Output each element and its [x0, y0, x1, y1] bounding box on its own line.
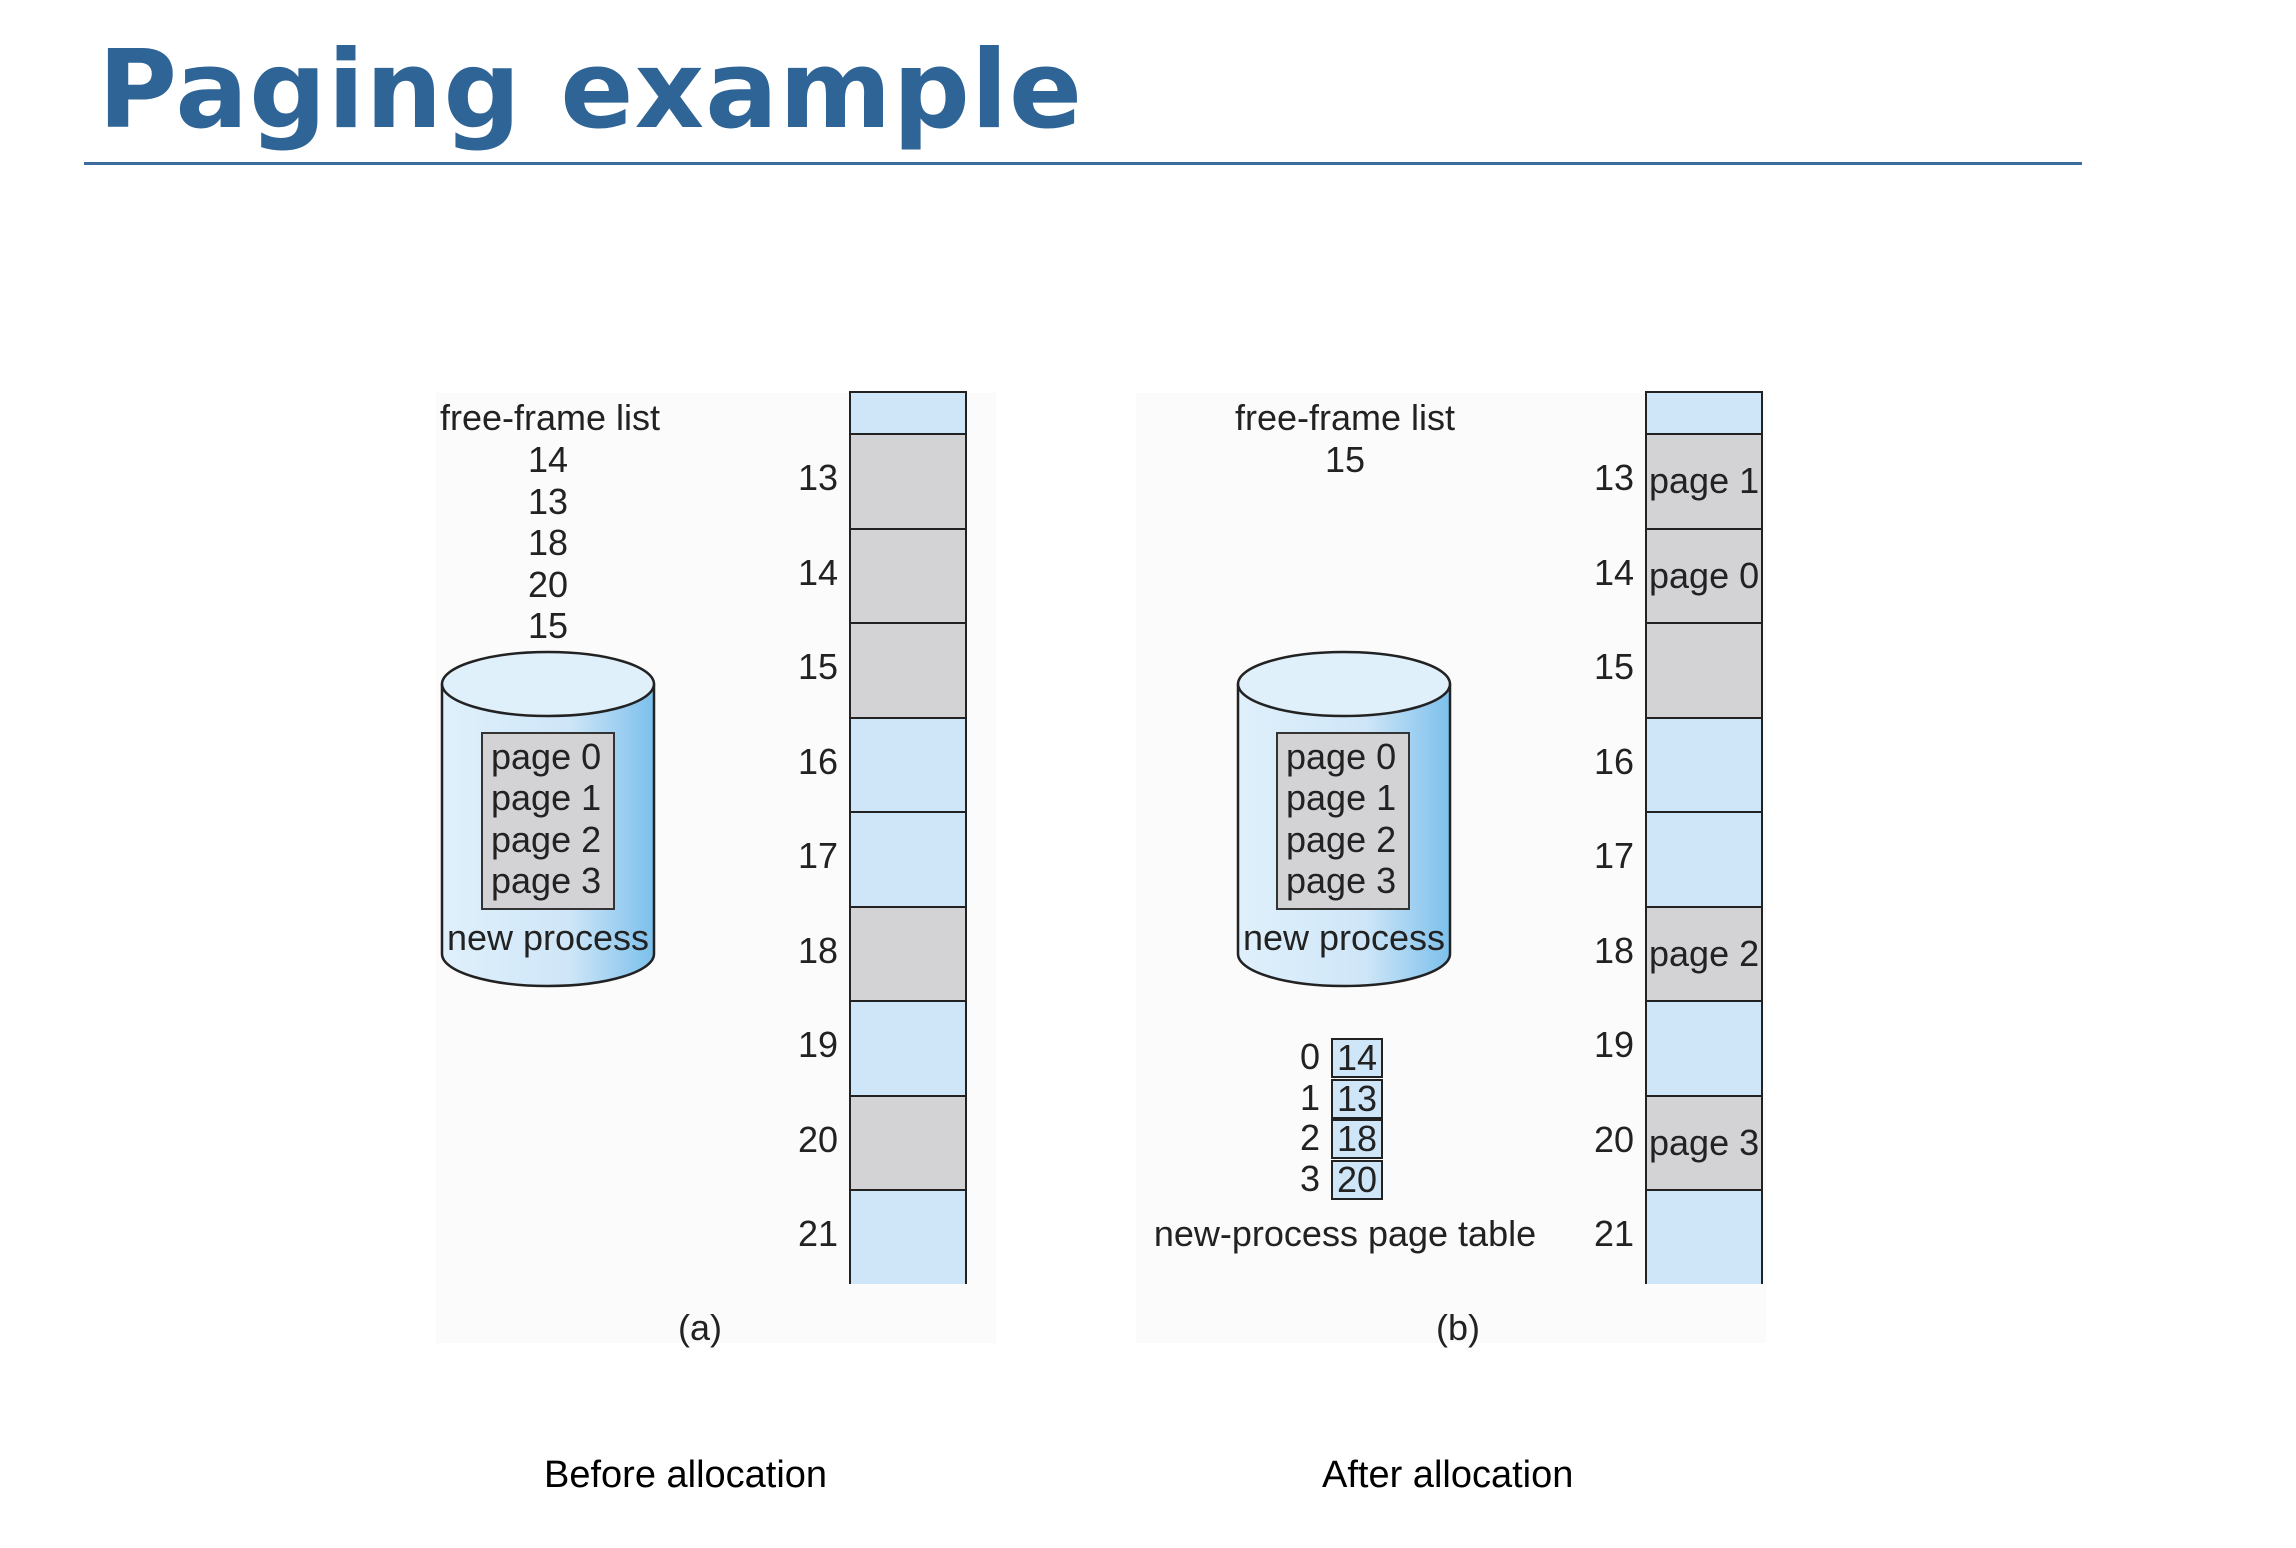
physical-memory-b: page 1 page 0 page 2 page 3 — [1645, 391, 1763, 1284]
frame-number: 15 — [1593, 646, 1634, 688]
frame-number: 16 — [797, 740, 838, 782]
page-table-index: 0 — [1300, 1036, 1321, 1077]
frame-number: 21 — [797, 1213, 838, 1255]
frame-number: 19 — [1593, 1024, 1634, 1066]
title-underline — [84, 162, 2082, 165]
page-table-index: 2 — [1300, 1117, 1321, 1158]
disk-page: page 0 — [491, 736, 602, 777]
disk-page: page 0 — [1286, 736, 1397, 777]
memory-frame — [1647, 811, 1761, 906]
frame-number: 20 — [797, 1118, 838, 1160]
frame-number: 15 — [797, 646, 838, 688]
frame-number: 18 — [1593, 929, 1634, 971]
memory-frame — [851, 905, 965, 1000]
disk-pages-a: page 0 page 1 page 2 page 3 — [481, 732, 615, 910]
free-frame-heading-a: free-frame list — [439, 397, 661, 438]
frame-page-label: page 1 — [1649, 460, 1760, 502]
panel-tag-a: (a) — [678, 1307, 722, 1348]
memory-frame — [851, 527, 965, 622]
memory-frame — [1647, 622, 1761, 717]
free-frame-heading-b: free-frame list — [1234, 397, 1456, 438]
disk-page: page 2 — [1286, 819, 1397, 860]
frame-number: 14 — [1593, 551, 1634, 593]
free-frame-entry: 14 — [527, 439, 569, 480]
frame-number: 17 — [1593, 835, 1634, 877]
memory-frame — [851, 1000, 965, 1095]
memory-frame — [851, 1189, 965, 1284]
disk-page: page 2 — [491, 819, 602, 860]
frame-number: 13 — [797, 457, 838, 499]
page-table-entry: 18 — [1331, 1119, 1383, 1159]
memory-frame — [851, 1094, 965, 1189]
memory-frame — [1647, 716, 1761, 811]
frame-number: 20 — [1593, 1118, 1634, 1160]
free-frame-entry: 15 — [1324, 439, 1366, 480]
memory-frame — [851, 811, 965, 906]
disk-page: page 1 — [491, 777, 602, 818]
physical-memory-a — [849, 391, 967, 1284]
memory-frame — [1647, 1000, 1761, 1095]
caption-b: After allocation — [1322, 1454, 1574, 1496]
frame-page-label: page 3 — [1649, 1121, 1760, 1163]
memory-frame — [1647, 1189, 1761, 1284]
frame-number: 17 — [797, 835, 838, 877]
page-table-entry: 13 — [1331, 1078, 1383, 1119]
frame-number: 13 — [1593, 457, 1634, 499]
page-table-index: 1 — [1300, 1076, 1321, 1118]
page-table-index: 3 — [1300, 1157, 1321, 1199]
page-table-label: new-process page table — [1153, 1213, 1537, 1254]
frame-number: 18 — [797, 929, 838, 971]
disk-label-b: new process — [1242, 917, 1446, 958]
disk-page: page 3 — [1286, 860, 1397, 901]
disk-label-a: new process — [446, 917, 650, 958]
free-frame-entry: 18 — [527, 522, 569, 563]
disk-page: page 1 — [1286, 777, 1397, 818]
memory-frame: page 3 — [1647, 1094, 1761, 1189]
memory-frame — [851, 716, 965, 811]
memory-frame: page 0 — [1647, 527, 1761, 622]
disk-page: page 3 — [491, 860, 602, 901]
frame-number: 19 — [797, 1024, 838, 1066]
memory-frame — [851, 433, 965, 528]
frame-number: 21 — [1593, 1213, 1634, 1255]
page-title: Paging example — [98, 28, 1084, 153]
panel-tag-b: (b) — [1436, 1307, 1480, 1348]
memory-frame: page 1 — [1647, 433, 1761, 528]
frame-number: 14 — [797, 551, 838, 593]
frame-page-label: page 2 — [1649, 932, 1760, 974]
memory-frame: page 2 — [1647, 905, 1761, 1000]
disk-pages-b: page 0 page 1 page 2 page 3 — [1276, 732, 1410, 910]
free-frame-entry: 15 — [527, 605, 569, 646]
memory-frame — [851, 622, 965, 717]
free-frame-entry: 20 — [527, 563, 569, 605]
free-frame-entry: 13 — [527, 480, 569, 522]
frame-page-label: page 0 — [1649, 554, 1760, 596]
page-table-entry: 14 — [1331, 1038, 1383, 1078]
caption-a: Before allocation — [544, 1454, 828, 1496]
frame-number: 16 — [1593, 740, 1634, 782]
page-table-entry: 20 — [1331, 1159, 1383, 1200]
